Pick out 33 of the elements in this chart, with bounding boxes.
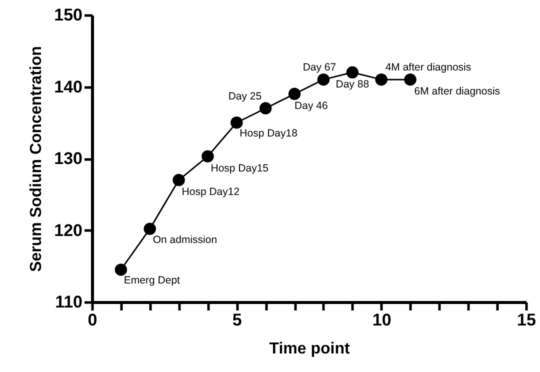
annotation: Day 67 <box>302 62 336 74</box>
point <box>317 73 330 86</box>
y-axis-title: Serum Sodium Concentration <box>28 46 46 272</box>
y-tick-label: 130 <box>54 149 82 168</box>
point <box>172 174 185 186</box>
annotation: Hosp Day12 <box>182 186 240 198</box>
point <box>144 222 156 235</box>
x-tick-label: 15 <box>517 310 536 330</box>
x-tick-label: 0 <box>88 310 98 330</box>
point <box>202 150 214 162</box>
point <box>230 116 243 129</box>
point <box>114 264 128 276</box>
point <box>375 73 388 86</box>
annotation: Emerg Dept <box>124 274 180 287</box>
annotation: Day 25 <box>228 90 262 102</box>
annotation: On admission <box>152 234 218 246</box>
annotation: Hosp Day15 <box>210 162 269 174</box>
point <box>288 88 301 100</box>
annotation: Day 88 <box>336 78 370 90</box>
x-axis-title: Time point <box>269 340 350 358</box>
point <box>346 66 359 79</box>
annotation: Day 46 <box>294 100 328 112</box>
point <box>259 102 272 114</box>
y-tick-label: 120 <box>54 220 82 240</box>
annotation: 4M after diagnosis <box>385 62 472 74</box>
annotation: 6M after diagnosis <box>414 86 500 98</box>
y-tick-label: 140 <box>54 77 82 96</box>
y-tick-label: 150 <box>54 6 82 24</box>
x-tick-label: 5 <box>232 310 242 330</box>
point <box>404 73 416 86</box>
x-tick-label: 10 <box>372 310 392 330</box>
annotation: Hosp Day18 <box>240 128 298 140</box>
y-tick-label: 110 <box>55 292 82 312</box>
